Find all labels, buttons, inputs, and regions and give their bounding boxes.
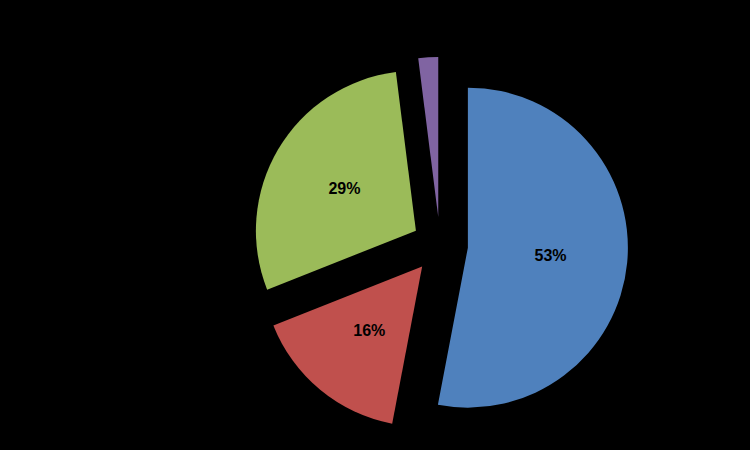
svg-text:16%: 16%: [353, 322, 385, 339]
svg-text:53%: 53%: [534, 247, 566, 264]
svg-text:29%: 29%: [328, 180, 360, 197]
